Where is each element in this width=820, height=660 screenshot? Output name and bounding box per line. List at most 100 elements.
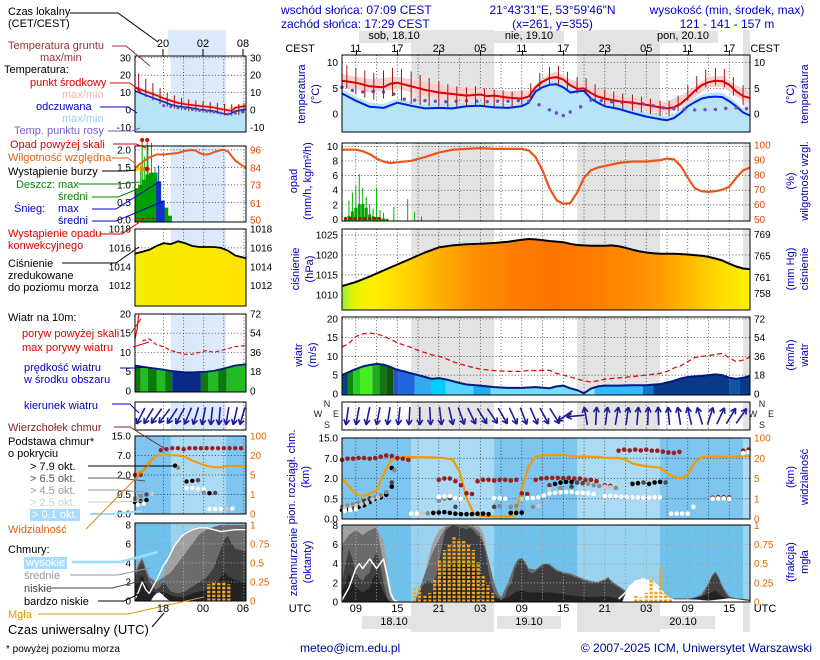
legend-okt-45: > 4.5 okt.: [30, 485, 76, 497]
svg-text:80: 80: [754, 170, 766, 181]
legend-wind-speed-1: prędkość wiatru: [24, 362, 102, 374]
legend-clouds-mid: średnie: [24, 570, 61, 582]
day-label-utc: 20.10: [669, 616, 697, 628]
svg-text:100: 100: [754, 434, 771, 445]
hour-label-cest: 11: [516, 43, 528, 55]
svg-text:0.75: 0.75: [250, 539, 270, 550]
svg-text:5: 5: [250, 471, 256, 482]
mini-hour-bottom: 00: [196, 603, 210, 615]
hour-label-utc: 09: [515, 603, 528, 615]
legend-okt-79: > 7.9 okt.: [30, 461, 76, 473]
svg-text:2: 2: [332, 200, 338, 211]
axis-title: mgła: [799, 550, 811, 574]
mini-cloud: 15.0 7.0 2.0 0.5 0.0 100 20 5 1 0: [112, 432, 268, 521]
legend-clouds-high: wysokie: [24, 557, 68, 569]
svg-text:1018: 1018: [109, 225, 132, 236]
hour-tick: [355, 50, 357, 55]
mini-hour-bottom: 06: [236, 603, 250, 615]
legend-wind-speed-2: w środku obszaru: [24, 374, 111, 386]
legend-wind10: Wiatr na 10m:: [8, 312, 77, 324]
svg-text:6: 6: [332, 540, 338, 551]
legend-pressure-3: do poziomu morza: [8, 282, 99, 294]
main-cloud: 15.0 7.0 2.0 0.5 0.0 100 20 5 1 0: [319, 434, 772, 526]
legend-dewpoint: Temp. punktu rosy: [14, 125, 104, 137]
day-box: [359, 31, 429, 43]
svg-text:2: 2: [125, 577, 131, 588]
legend-humidity: Wilgotność względna: [8, 152, 112, 164]
svg-text:8: 8: [125, 520, 131, 531]
svg-text:2: 2: [332, 578, 338, 589]
svg-text:-10: -10: [250, 123, 265, 134]
svg-text:4: 4: [332, 186, 338, 197]
svg-text:15: 15: [327, 333, 339, 344]
hour-label-cest: 17: [557, 43, 570, 55]
svg-text:761: 761: [754, 273, 771, 284]
legend-rain-avg: średni: [58, 191, 88, 203]
hour-label-cest: 05: [640, 43, 653, 55]
day-label-utc: 18.10: [380, 616, 408, 628]
svg-text:0: 0: [125, 597, 131, 608]
svg-text:2.0: 2.0: [324, 474, 338, 485]
svg-text:0.5: 0.5: [324, 494, 338, 505]
svg-text:20: 20: [327, 314, 339, 325]
legend-temp-maxmin: max/min: [62, 89, 104, 101]
svg-text:0.25: 0.25: [754, 578, 774, 589]
copyright: © 2007-2025 ICM, Uniwersytet Warszawski: [580, 641, 812, 655]
svg-text:5: 5: [332, 371, 338, 382]
hour-label-utc: 15: [391, 603, 404, 615]
legend-ground-temp-maxmin: max/min: [40, 52, 82, 64]
svg-text:0.75: 0.75: [754, 540, 774, 551]
mini-night-band-header: [168, 30, 226, 55]
svg-text:20: 20: [120, 310, 132, 321]
hour-tick: [397, 50, 399, 55]
svg-text:0.0: 0.0: [324, 515, 338, 526]
svg-text:36: 36: [250, 348, 262, 359]
legend-okt-65: > 6.5 okt.: [30, 473, 76, 485]
footnote: * powyżej poziomu morza: [6, 644, 120, 655]
svg-text:0: 0: [250, 510, 256, 521]
altitude-values: 121 - 141 - 157 m: [679, 17, 775, 31]
main-wind: 20 15 10 5 0 72 54 36 18 0: [327, 314, 766, 400]
svg-text:0.5: 0.5: [754, 559, 768, 570]
svg-text:36: 36: [754, 352, 766, 363]
axis-title: zachmurzenie: [288, 527, 300, 597]
hour-tick: [438, 50, 440, 55]
legend-snow-avg: średni: [58, 215, 88, 227]
axis-title: (oktanty): [302, 540, 314, 584]
night-band: [743, 602, 750, 632]
mini-pressure: 1018 1016 1014 1012 1018 1016 1014 1012: [109, 225, 273, 307]
hour-label-utc: 09: [681, 603, 694, 615]
legend-clouds-low: niskie: [24, 583, 53, 595]
legend-clouds-verylow: bardzo niskie: [24, 596, 89, 608]
coordinates: 21°43'31"E, 53°59'46"N: [489, 3, 616, 17]
contact-email: meteo@icm.edu.pl: [300, 641, 401, 655]
compass-e-left: E: [332, 409, 340, 419]
hour-label-utc: 15: [557, 603, 570, 615]
svg-text:0: 0: [332, 110, 338, 121]
hour-label-cest: 05: [474, 43, 487, 55]
svg-text:54: 54: [250, 329, 262, 340]
svg-text:765: 765: [754, 252, 771, 263]
svg-text:10: 10: [327, 142, 339, 153]
legend-snow-max: max: [58, 203, 79, 215]
svg-text:1015: 1015: [316, 270, 339, 281]
svg-text:84: 84: [250, 164, 262, 175]
day-label-cest: nie, 19.10: [504, 30, 554, 42]
svg-text:2.0: 2.0: [117, 145, 131, 156]
svg-text:0.5: 0.5: [117, 490, 131, 501]
svg-text:72: 72: [754, 314, 766, 325]
svg-text:0: 0: [125, 106, 131, 117]
svg-text:0: 0: [754, 110, 760, 121]
svg-text:1012: 1012: [250, 281, 273, 292]
svg-text:15.0: 15.0: [319, 434, 339, 445]
svg-text:8: 8: [332, 521, 338, 532]
hour-label-cest: 23: [432, 43, 445, 55]
svg-text:1.0: 1.0: [117, 180, 131, 191]
main-opad: 10 8 6 4 2 0 100 90 80 70 60 50: [327, 141, 771, 226]
svg-text:1014: 1014: [109, 262, 132, 273]
svg-text:0: 0: [754, 515, 760, 526]
svg-text:7.0: 7.0: [324, 454, 338, 465]
svg-text:1025: 1025: [316, 230, 339, 241]
hour-label-utc: 03: [640, 603, 653, 615]
